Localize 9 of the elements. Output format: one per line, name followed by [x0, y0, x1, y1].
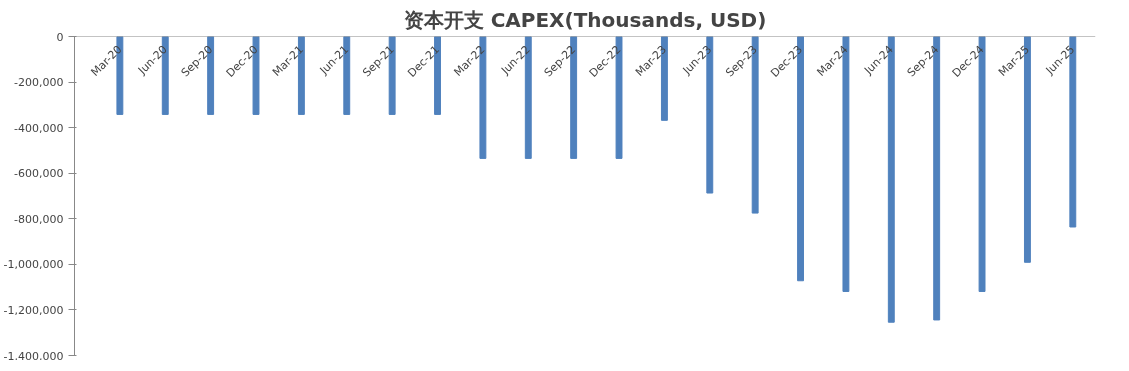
- y-tick-label: -400,000: [14, 121, 64, 135]
- y-tick-label: -1,200,000: [3, 303, 64, 317]
- y-tick-label: -200,000: [14, 76, 64, 90]
- y-tick-label: -800,000: [14, 212, 64, 226]
- y-tick-label: 0: [56, 30, 64, 44]
- y-tick-label: -600,000: [14, 167, 64, 181]
- y-tick-label: -1,000,000: [3, 258, 64, 272]
- y-tick-label: -1,400,000: [3, 349, 64, 363]
- chart-title: 资本开支 CAPEX(Thousands, USD): [403, 7, 767, 32]
